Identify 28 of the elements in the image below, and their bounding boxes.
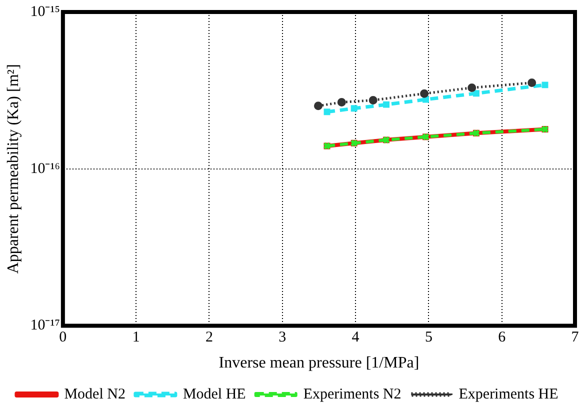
point [473, 90, 480, 97]
x-tick-label: 4 [352, 330, 360, 346]
x-tick-label: 7 [571, 330, 580, 346]
y-tick-label: 10⁻¹⁶ [30, 160, 60, 177]
point [314, 102, 322, 110]
x-tick-label: 2 [205, 330, 213, 346]
point [542, 82, 548, 88]
y-axis-title: Apparent permeability (Ka) [m²] [4, 64, 22, 274]
point [468, 84, 476, 92]
x-tick-label: 6 [498, 330, 506, 346]
point [383, 101, 390, 108]
x-tick-label: 1 [132, 330, 140, 346]
legend-label: Model N2 [64, 386, 126, 402]
x-tick-label: 3 [278, 330, 286, 346]
x-tick-label: 5 [424, 330, 432, 346]
x-tick-label: 0 [59, 330, 67, 346]
point [528, 78, 536, 88]
point [324, 108, 330, 116]
point [350, 105, 358, 112]
legend-label: Experiments HE [458, 386, 558, 402]
legend-label: Model HE [182, 386, 246, 402]
legend-label: Experiments N2 [303, 386, 402, 402]
point [420, 89, 429, 98]
y-tick-label: 10⁻¹⁷ [30, 318, 60, 334]
y-tick-label: 10⁻¹⁵ [30, 4, 60, 20]
point [337, 98, 346, 106]
x-axis-title: Inverse mean pressure [1/MPa] [218, 354, 420, 372]
point [368, 96, 378, 104]
